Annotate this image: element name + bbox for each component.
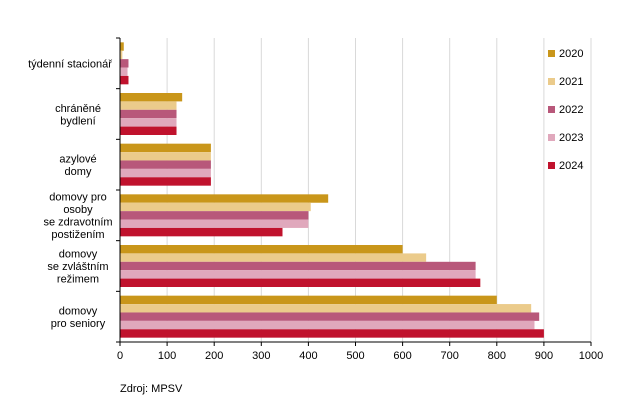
category-label: domovy pro osoby se zdravotním postižením (43, 192, 112, 242)
legend-swatch-2023 (548, 134, 555, 141)
bars (120, 42, 544, 338)
category-label-line: pro seniory (51, 318, 106, 330)
bar-2021-0 (120, 50, 123, 60)
bar-2020-0 (120, 42, 124, 51)
x-tick-label: 200 (205, 350, 223, 362)
bar-2021-3 (120, 202, 311, 212)
gridlines (166, 38, 592, 342)
category-label-line: domovy (59, 249, 98, 261)
legend-swatch-2024 (548, 162, 555, 169)
bar-2022-2 (120, 160, 211, 169)
bar-2020-2 (120, 143, 211, 153)
category-label-line: domovy pro (49, 192, 106, 204)
legend-label-2023: 2023 (559, 132, 583, 144)
category-label-line: se zdravotním (43, 217, 112, 229)
bar-2022-5 (120, 312, 540, 321)
bar-2024-1 (120, 126, 177, 135)
bar-2024-0 (120, 75, 129, 85)
x-tick-label: 800 (488, 350, 506, 362)
x-tick-label: 600 (393, 350, 411, 362)
bar-2021-5 (120, 304, 532, 313)
x-tick-label: 900 (535, 350, 553, 362)
category-label-line: týdenní stacionář (28, 58, 112, 70)
bar-2023-2 (120, 168, 211, 178)
bar-2020-4 (120, 245, 403, 254)
bar-2024-2 (120, 177, 211, 186)
legend-swatch-2021 (548, 78, 555, 85)
bar-2020-5 (120, 295, 497, 305)
bar-2023-5 (120, 320, 535, 330)
category-label: týdenní stacionář (28, 58, 112, 70)
category-label: domovy pro seniory (51, 305, 106, 330)
x-tick-label: 0 (117, 350, 123, 362)
bar-2022-1 (120, 109, 177, 119)
x-tick-label: 500 (346, 350, 364, 362)
x-tick-label: 300 (252, 350, 270, 362)
legend-label-2024: 2024 (559, 160, 583, 172)
legend: 2020 2021 2022 2023 2024 (548, 48, 583, 172)
bar-2020-3 (120, 194, 329, 203)
source-note: Zdroj: MPSV (120, 383, 183, 395)
bar-2021-4 (120, 253, 427, 262)
category-label: chráněné bydlení (55, 103, 101, 128)
category-label: azylové domy (59, 153, 96, 178)
bar-2022-4 (120, 261, 476, 271)
category-label-line: se zvláštním (47, 261, 108, 273)
x-tick-label: 100 (158, 350, 176, 362)
x-tick-labels: 0 100 200 300 400 500 600 700 800 900 1000 (117, 350, 603, 362)
bar-2023-4 (120, 270, 476, 279)
category-label-line: režimem (57, 274, 99, 286)
bar-2022-3 (120, 211, 309, 220)
legend-label-2020: 2020 (559, 48, 583, 60)
axes (116, 37, 592, 346)
bar-2024-5 (120, 329, 544, 338)
bar-2021-2 (120, 152, 211, 161)
bar-2024-4 (120, 278, 481, 287)
category-label-line: postižením (51, 229, 104, 241)
bar-2023-3 (120, 219, 309, 228)
legend-label-2022: 2022 (559, 104, 583, 116)
legend-label-2021: 2021 (559, 76, 583, 88)
legend-swatch-2022 (548, 106, 555, 113)
x-tick-label: 700 (441, 350, 459, 362)
category-label-line: azylové (59, 153, 96, 165)
x-tick-label: 1000 (579, 350, 603, 362)
category-label-line: domy (65, 166, 92, 178)
bar-2022-0 (120, 59, 129, 68)
category-label-line: domovy (59, 305, 98, 317)
bar-2023-1 (120, 118, 177, 127)
x-tick-label: 400 (299, 350, 317, 362)
bar-2021-1 (120, 101, 177, 110)
category-label-line: osoby (63, 204, 93, 216)
bar-2020-1 (120, 93, 183, 102)
bar-2023-0 (120, 67, 128, 76)
bar-2024-3 (120, 227, 283, 237)
category-label-line: bydlení (60, 115, 95, 127)
legend-swatch-2020 (548, 50, 555, 57)
category-label-line: chráněné (55, 103, 101, 115)
category-label: domovy se zvláštním režimem (47, 249, 108, 286)
